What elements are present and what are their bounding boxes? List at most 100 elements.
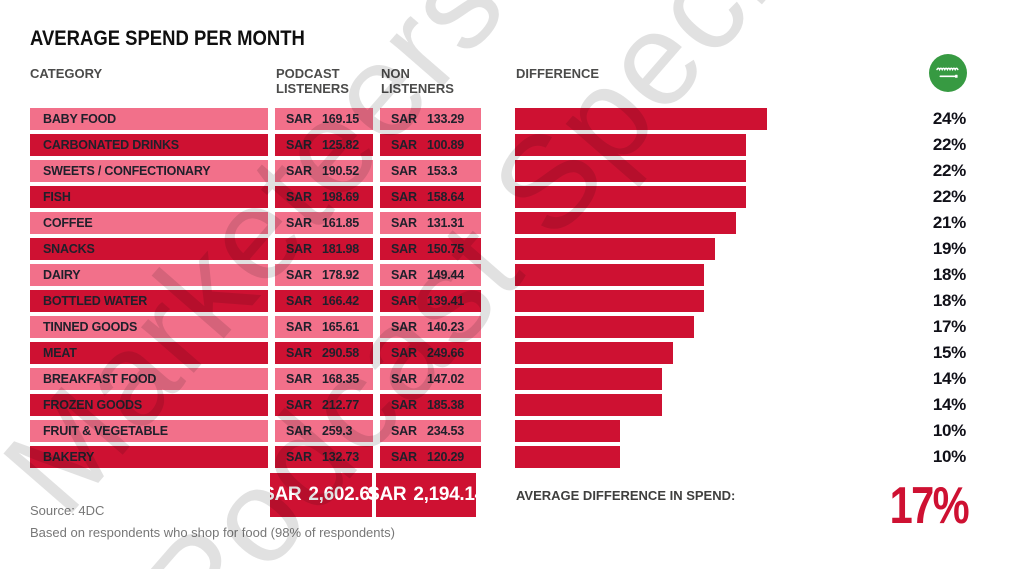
difference-percent-label: 22%: [932, 161, 966, 180]
non-listener-spend-cell: SAR 234.53: [380, 420, 481, 442]
podcast-spend-cell: SAR 166.42: [275, 290, 373, 312]
podcast-spend-value: 290.58: [322, 346, 360, 360]
table-row: BOTTLED WATER SAR 166.42 SAR 139.41 18%: [30, 290, 966, 312]
difference-percent-label: 19%: [932, 239, 966, 258]
category-cell: SWEETS / CONFECTIONARY: [30, 160, 268, 182]
currency-label: SAR: [391, 424, 417, 438]
category-label: MEAT: [43, 346, 77, 360]
category-cell: BABY FOOD: [30, 108, 268, 130]
non-listener-spend-value: 139.41: [427, 294, 465, 308]
table-row: CARBONATED DRINKS SAR 125.82 SAR 100.89 …: [30, 134, 966, 156]
table-row: TINNED GOODS SAR 165.61 SAR 140.23 17%: [30, 316, 966, 338]
podcast-total-value: 2,602.69: [308, 484, 380, 505]
difference-percent-label: 15%: [932, 343, 966, 362]
podcast-spend-cell: SAR 132.73: [275, 446, 373, 468]
podcast-spend-cell: SAR 290.58: [275, 342, 373, 364]
category-cell: SNACKS: [30, 238, 268, 260]
difference-bar: [515, 186, 746, 208]
non-listener-spend-cell: SAR 150.75: [380, 238, 481, 260]
category-label: CARBONATED DRINKS: [43, 138, 179, 152]
currency-label: SAR: [286, 268, 312, 282]
difference-bar: [515, 316, 694, 338]
currency-label: SAR: [391, 242, 417, 256]
non-listener-spend-value: 249.66: [427, 346, 465, 360]
table-row: SNACKS SAR 181.98 SAR 150.75 19%: [30, 238, 966, 260]
non-listener-spend-cell: SAR 133.29: [380, 108, 481, 130]
table-row: FRUIT & VEGETABLE SAR 259.3 SAR 234.53 1…: [30, 420, 966, 442]
currency-label: SAR: [367, 484, 407, 505]
difference-bar-track: [515, 446, 914, 468]
average-difference-label: AVERAGE DIFFERENCE IN SPEND:: [516, 488, 736, 503]
currency-label: SAR: [286, 216, 312, 230]
difference-percent-label: 10%: [932, 447, 966, 466]
difference-bar: [515, 368, 662, 390]
podcast-spend-value: 125.82: [322, 138, 360, 152]
non-listener-spend-cell: SAR 185.38: [380, 394, 481, 416]
category-cell: MEAT: [30, 342, 268, 364]
non-listener-spend-cell: SAR 147.02: [380, 368, 481, 390]
difference-percent-label: 14%: [932, 395, 966, 414]
difference-bar-track: [515, 212, 914, 234]
difference-bar: [515, 446, 620, 468]
source-note: Source: 4DC: [30, 503, 105, 518]
currency-label: SAR: [286, 190, 312, 204]
difference-percent-label: 14%: [932, 369, 966, 388]
difference-percent-label: 22%: [932, 187, 966, 206]
category-cell: DAIRY: [30, 264, 268, 286]
currency-label: SAR: [286, 112, 312, 126]
podcast-spend-cell: SAR 161.85: [275, 212, 373, 234]
difference-bar-track: [515, 342, 914, 364]
category-label: FISH: [43, 190, 71, 204]
category-cell: TINNED GOODS: [30, 316, 268, 338]
column-header-difference: DIFFERENCE: [516, 66, 600, 81]
currency-label: SAR: [286, 164, 312, 178]
category-label: BREAKFAST FOOD: [43, 372, 157, 386]
podcast-spend-value: 165.61: [322, 320, 360, 334]
non-listener-spend-cell: SAR 249.66: [380, 342, 481, 364]
currency-label: SAR: [286, 346, 312, 360]
currency-label: SAR: [391, 190, 417, 204]
difference-bar: [515, 134, 746, 156]
difference-bar-track: [515, 160, 914, 182]
category-cell: BOTTLED WATER: [30, 290, 268, 312]
non-listener-spend-value: 185.38: [427, 398, 465, 412]
currency-label: SAR: [286, 138, 312, 152]
podcast-spend-cell: SAR 212.77: [275, 394, 373, 416]
currency-label: SAR: [286, 294, 312, 308]
non-listener-spend-cell: SAR 120.29: [380, 446, 481, 468]
saudi-flag-icon: [929, 54, 967, 92]
podcast-spend-value: 198.69: [322, 190, 360, 204]
currency-label: SAR: [391, 164, 417, 178]
podcast-total-box: SAR 2,602.69: [262, 473, 380, 517]
methodology-note: Based on respondents who shop for food (…: [30, 525, 395, 540]
difference-bar: [515, 290, 704, 312]
category-label: BOTTLED WATER: [43, 294, 148, 308]
currency-label: SAR: [286, 424, 312, 438]
difference-bar: [515, 394, 662, 416]
currency-label: SAR: [391, 450, 417, 464]
difference-bar-track: [515, 134, 914, 156]
category-label: BAKERY: [43, 450, 95, 464]
difference-bar: [515, 420, 620, 442]
non-listener-spend-cell: SAR 131.31: [380, 212, 481, 234]
table-row: SWEETS / CONFECTIONARY SAR 190.52 SAR 15…: [30, 160, 966, 182]
currency-label: SAR: [262, 484, 302, 505]
currency-label: SAR: [391, 294, 417, 308]
table-row: BABY FOOD SAR 169.15 SAR 133.29 24%: [30, 108, 966, 130]
table-row: FROZEN GOODS SAR 212.77 SAR 185.38 14%: [30, 394, 966, 416]
podcast-spend-value: 168.35: [322, 372, 360, 386]
category-label: FRUIT & VEGETABLE: [43, 424, 168, 438]
podcast-spend-value: 169.15: [322, 112, 360, 126]
currency-label: SAR: [391, 138, 417, 152]
non-listener-spend-value: 133.29: [427, 112, 465, 126]
podcast-spend-cell: SAR 168.35: [275, 368, 373, 390]
non-listener-spend-value: 149.44: [427, 268, 465, 282]
category-cell: BAKERY: [30, 446, 268, 468]
podcast-spend-value: 166.42: [322, 294, 360, 308]
column-header-podcast: PODCAST LISTENERS: [276, 66, 349, 96]
non-listener-spend-value: 150.75: [427, 242, 465, 256]
difference-bar: [515, 342, 673, 364]
difference-bar: [515, 264, 704, 286]
podcast-spend-cell: SAR 181.98: [275, 238, 373, 260]
